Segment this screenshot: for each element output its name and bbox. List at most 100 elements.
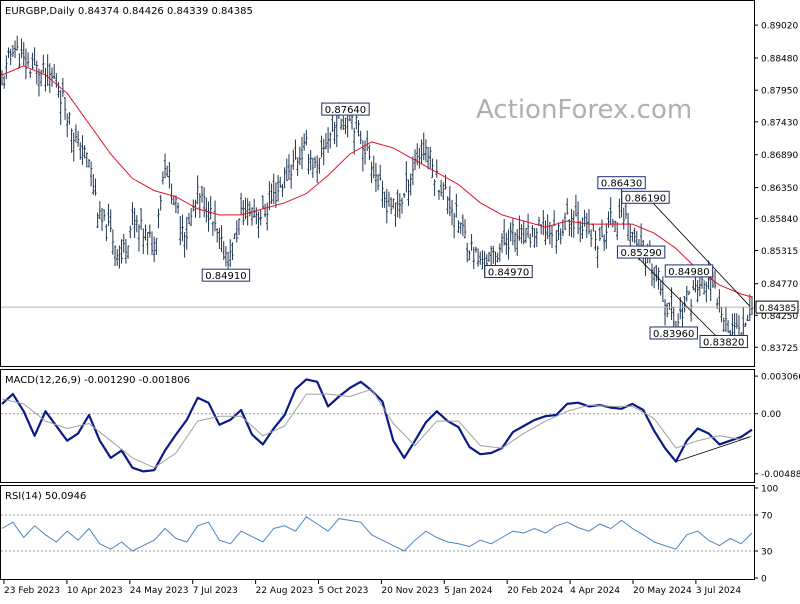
ohlc-bar xyxy=(387,191,391,207)
ohlc-bar xyxy=(161,171,165,185)
ohlc-bar xyxy=(624,202,628,220)
ohlc-bar xyxy=(613,220,617,232)
ohlc-bar xyxy=(420,139,423,165)
ohlc-bar xyxy=(181,214,184,242)
ohlc-bar xyxy=(411,156,415,186)
ohlc-bar xyxy=(244,197,247,220)
ohlc-bar xyxy=(679,296,682,320)
annotation-label: 0.86190 xyxy=(625,193,666,204)
ohlc-bar xyxy=(311,157,315,178)
ohlc-bar xyxy=(163,153,167,179)
ohlc-bar xyxy=(79,142,82,160)
ohlc-bar xyxy=(263,204,267,218)
ohlc-bar xyxy=(389,197,393,215)
axis-group: 0.89020 0.88480 0.87950 0.87430 0.86890 0.863… xyxy=(3,22,800,596)
ohlc-bar xyxy=(13,40,17,59)
ohlc-bar xyxy=(270,183,273,204)
ohlc-bar xyxy=(470,234,473,251)
ohlc-bar xyxy=(137,224,141,252)
ohlc-bar xyxy=(622,207,625,230)
ohlc-bar xyxy=(144,224,147,241)
ohlc-bar xyxy=(481,250,484,270)
ohlc-bar xyxy=(39,69,43,87)
ohlc-bar xyxy=(718,289,721,313)
annotation-label: 0.84980 xyxy=(668,267,709,278)
x-tick-label: 22 Aug 2023 xyxy=(256,586,314,596)
ohlc-bar xyxy=(705,281,708,303)
ohlc-bar xyxy=(183,232,186,258)
ohlc-bar xyxy=(381,180,384,208)
ohlc-bar xyxy=(52,63,56,80)
ohlc-bar xyxy=(526,213,530,238)
ohlc-bar xyxy=(405,161,408,193)
ohlc-bar xyxy=(574,194,578,217)
ohlc-bar xyxy=(422,132,425,161)
ohlc-bar xyxy=(502,219,506,246)
ohlc-bar xyxy=(170,183,173,205)
ohlc-bar xyxy=(81,135,84,165)
ohlc-bar xyxy=(196,175,199,205)
ohlc-bar xyxy=(505,232,508,255)
annotation-box xyxy=(664,264,714,278)
ohlc-bar xyxy=(276,175,280,202)
ohlc-bar xyxy=(26,52,30,67)
annotation-box xyxy=(616,245,666,259)
annotation-label: 0.84970 xyxy=(488,268,529,279)
ohlc-bar xyxy=(179,216,182,246)
ohlc-bar xyxy=(746,314,749,322)
ohlc-bar xyxy=(359,130,362,145)
annotation-label: 0.83960 xyxy=(653,329,694,340)
ohlc-bar xyxy=(742,306,745,337)
ohlc-bar xyxy=(283,167,286,189)
ohlc-bar xyxy=(218,227,221,250)
ohlc-bar xyxy=(374,163,378,192)
ohlc-bar xyxy=(239,192,243,216)
price-annotation: 0.87640 xyxy=(321,102,370,116)
ohlc-bar xyxy=(318,157,321,174)
ohlc-bar xyxy=(535,227,538,248)
ohlc-bar xyxy=(292,149,295,170)
ohlc-bar xyxy=(368,144,371,160)
ohlc-bar xyxy=(507,229,510,260)
ohlc-bar xyxy=(146,231,149,255)
ohlc-bar xyxy=(313,156,317,168)
macd-trendline xyxy=(675,436,750,462)
ohlc-bar xyxy=(598,227,602,242)
ohlc-bar xyxy=(237,218,241,236)
ohlc-bar xyxy=(609,197,612,226)
ohlc-bar xyxy=(383,191,386,208)
ohlc-bar xyxy=(694,276,697,293)
ohlc-bar xyxy=(122,233,125,253)
ohlc-bar xyxy=(176,202,180,214)
x-tick-label: 5 Oct 2023 xyxy=(319,586,369,596)
ohlc-bar xyxy=(59,90,62,125)
price-y-tick-label: 0.83725 xyxy=(761,344,798,354)
ohlc-bar xyxy=(437,189,441,200)
price-trendline xyxy=(632,251,722,342)
ohlc-bar xyxy=(424,139,428,163)
ohlc-bar xyxy=(431,158,434,178)
ohlc-bar xyxy=(16,35,19,51)
ohlc-bar xyxy=(205,197,208,223)
ohlc-bar xyxy=(492,245,495,265)
ohlc-bar xyxy=(231,242,234,261)
annotation-box xyxy=(699,334,748,348)
ohlc-bar xyxy=(285,158,288,181)
ohlc-bar xyxy=(118,245,121,269)
ohlc-bar xyxy=(696,279,699,303)
ohlc-bar xyxy=(87,158,91,168)
ohlc-bar xyxy=(661,276,665,302)
ohlc-bar xyxy=(94,178,97,196)
ohlc-bar xyxy=(618,198,621,219)
ohlc-bar xyxy=(0,70,4,86)
ohlc-bar xyxy=(124,239,128,264)
ohlc-bar xyxy=(407,179,410,206)
ohlc-bar xyxy=(702,280,706,295)
ohlc-bar xyxy=(713,270,717,289)
ohlc-bar xyxy=(85,152,88,168)
macd-panel-frame xyxy=(0,369,755,483)
ohlc-bar xyxy=(74,124,78,143)
ohlc-bar xyxy=(631,231,634,242)
ohlc-bar xyxy=(596,245,599,269)
